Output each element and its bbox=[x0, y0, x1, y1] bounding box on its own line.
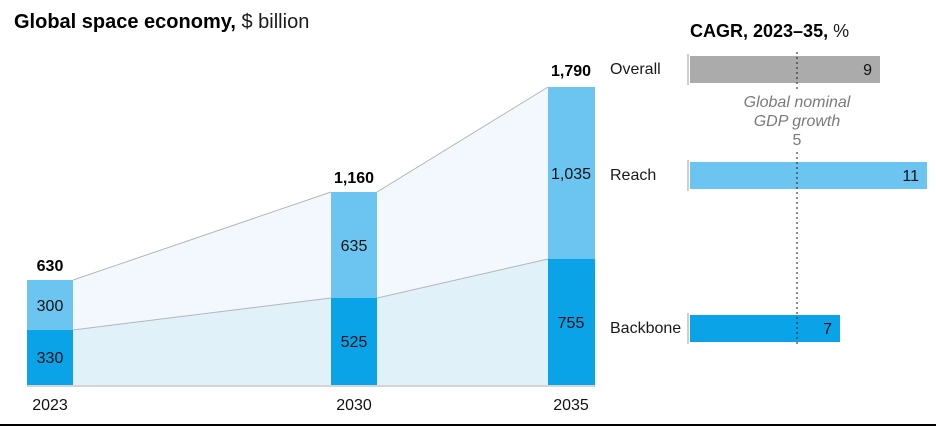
bar-2030-backbone bbox=[331, 298, 377, 385]
cagr-title-bold: CAGR, 2023–35, bbox=[690, 21, 829, 41]
bar-2030-reach bbox=[331, 192, 377, 298]
gdp-annotation-value: 5 bbox=[792, 132, 802, 149]
bar-2023-reach bbox=[27, 280, 73, 330]
row-label-overall: Overall bbox=[610, 61, 661, 78]
total-label-2035: 1,790 bbox=[551, 63, 591, 80]
cagr-bar-overall bbox=[690, 56, 880, 83]
gdp-annotation-line1: Global nominal bbox=[743, 94, 851, 111]
segment-label-2030-reach: 635 bbox=[341, 238, 368, 255]
row-label-backbone: Backbone bbox=[610, 320, 682, 337]
chart-title-unit: $ billion bbox=[235, 11, 310, 33]
backbone-boundary-line-1 bbox=[72, 297, 332, 331]
backbone-flow-band-2 bbox=[377, 259, 548, 385]
cagr-bar-backbone bbox=[690, 315, 840, 342]
year-label-2030: 2030 bbox=[336, 397, 372, 414]
segment-label-2035-reach: 1,035 bbox=[551, 166, 591, 183]
backbone-boundary-line-2 bbox=[376, 258, 549, 299]
backbone-flow-band-1 bbox=[73, 298, 331, 385]
segment-label-2035-backbone: 755 bbox=[558, 315, 585, 332]
bar-2035-reach bbox=[548, 87, 595, 259]
bar-2035-backbone bbox=[548, 259, 595, 385]
cagr-bar-reach bbox=[690, 162, 927, 189]
total-boundary-line-2 bbox=[376, 86, 549, 193]
total-boundary-line-1 bbox=[72, 191, 332, 281]
row-label-reach: Reach bbox=[610, 167, 657, 184]
gdp-annotation-line2: GDP growth bbox=[753, 113, 841, 130]
bar-2023-backbone bbox=[27, 330, 73, 385]
segment-label-2030-backbone: 525 bbox=[341, 334, 368, 351]
chart-title: Global space economy, $ billion bbox=[14, 11, 309, 34]
chart-title-bold: Global space economy, bbox=[14, 11, 236, 33]
segment-label-2023-reach: 300 bbox=[37, 298, 64, 315]
year-label-2023: 2023 bbox=[32, 397, 68, 414]
cagr-title: CAGR, 2023–35, % bbox=[690, 21, 849, 42]
gdp-growth-annotation: Global nominal GDP growth 5 bbox=[744, 93, 851, 150]
cagr-value-reach: 11 bbox=[902, 168, 919, 185]
total-label-2023: 630 bbox=[37, 258, 64, 275]
segment-label-2023-backbone: 330 bbox=[37, 350, 64, 367]
reach-flow-band-1 bbox=[73, 192, 331, 330]
year-label-2035: 2035 bbox=[553, 397, 589, 414]
reach-flow-band-2 bbox=[377, 87, 548, 298]
total-label-2030: 1,160 bbox=[334, 170, 374, 187]
cagr-value-backbone: 7 bbox=[823, 321, 832, 338]
cagr-title-unit: % bbox=[828, 21, 850, 41]
bottom-rule bbox=[0, 424, 936, 426]
cagr-value-overall: 9 bbox=[863, 62, 872, 79]
